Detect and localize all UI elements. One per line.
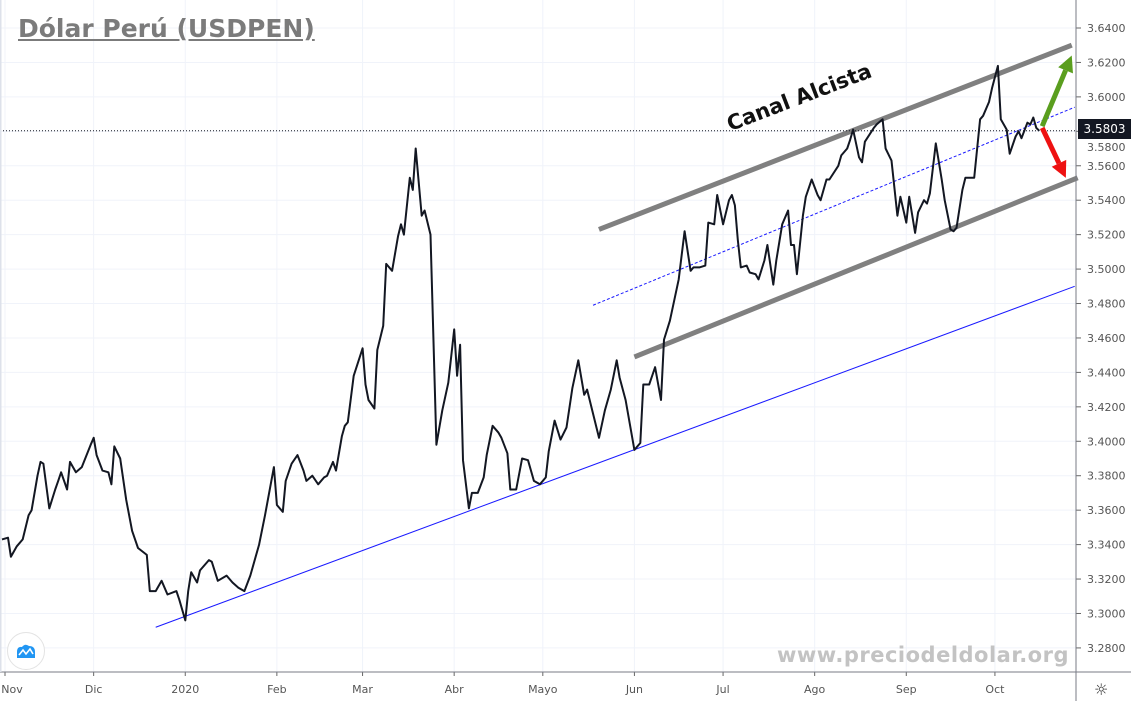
y-tick-label: 3.3800: [1087, 470, 1126, 483]
chart-title: Dólar Perú (USDPEN): [18, 14, 315, 43]
tradingview-logo-icon[interactable]: [7, 632, 45, 670]
up-arrow-head: [1058, 55, 1073, 74]
x-tick-label: Feb: [267, 683, 286, 696]
trendlines: [155, 42, 1079, 628]
y-tick-label: 3.6000: [1087, 91, 1126, 104]
x-tick-label: Sep: [896, 683, 917, 696]
x-tick-label: Mayo: [528, 683, 558, 696]
x-tick-label: 2020: [171, 683, 199, 696]
y-tick-label: 3.5600: [1087, 160, 1126, 173]
y-tick-label: 3.3400: [1087, 539, 1126, 552]
watermark: www.preciodeldolar.org: [777, 643, 1069, 667]
last-price-label: 3.5803: [1078, 119, 1131, 139]
y-tick-label: 3.4800: [1087, 298, 1126, 311]
arrows: [1039, 55, 1073, 178]
down-arrow-shaft: [1039, 126, 1062, 165]
y-tick-label: 3.3000: [1087, 607, 1126, 620]
y-tick-label: 3.6400: [1087, 22, 1126, 35]
y-tick-label: 3.2800: [1087, 642, 1126, 655]
x-tick-label: Jun: [625, 683, 643, 696]
y-tick-label: 3.3600: [1087, 504, 1126, 517]
price-series-line: [1, 64, 1040, 622]
y-tick-label: 3.5000: [1087, 263, 1126, 276]
x-tick-label: Jul: [715, 683, 729, 696]
y-tick-label: 3.5400: [1087, 194, 1126, 207]
y-tick-label: 3.4000: [1087, 435, 1126, 448]
x-tick-label: Dic: [85, 683, 103, 696]
down-arrow-head: [1051, 159, 1067, 178]
channel-lower: [633, 175, 1079, 360]
x-tick-label: Abr: [445, 683, 465, 696]
channel-upper: [598, 42, 1073, 232]
y-tick-label: 3.5800: [1087, 141, 1126, 154]
support-trendline: [155, 285, 1075, 628]
y-tick-label: 3.4200: [1087, 401, 1126, 414]
gear-icon[interactable]: ☼: [1094, 680, 1109, 699]
y-tick-label: 3.5200: [1087, 229, 1126, 242]
y-tick-label: 3.6200: [1087, 56, 1126, 69]
y-tick-label: 3.4400: [1087, 366, 1126, 379]
y-tick-label: 3.4600: [1087, 332, 1126, 345]
channel-midline: [592, 106, 1075, 306]
up-arrow-shaft: [1039, 69, 1068, 128]
y-tick-label: 3.3200: [1087, 573, 1126, 586]
x-tick-label: Ago: [804, 683, 826, 696]
grid: [0, 0, 1076, 672]
x-tick-label: Mar: [352, 683, 373, 696]
x-tick-label: Oct: [985, 683, 1005, 696]
x-tick-label: Nov: [1, 683, 23, 696]
